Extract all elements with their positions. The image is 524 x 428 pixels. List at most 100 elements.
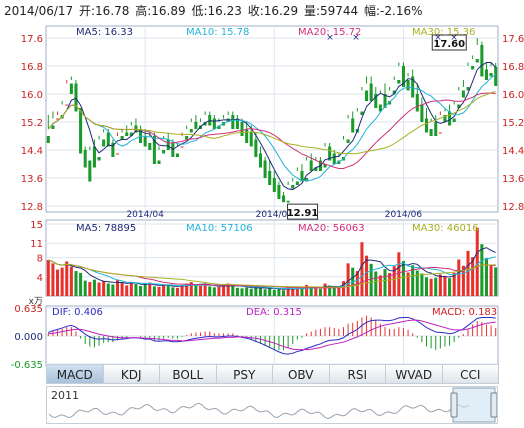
candle-body xyxy=(328,146,332,161)
volume-bar xyxy=(143,284,147,296)
low-value: 16.23 xyxy=(207,4,242,18)
volume-bar xyxy=(397,252,401,296)
volume-bar xyxy=(235,287,239,296)
tab-psy[interactable]: PSY xyxy=(215,364,273,384)
volume-bar xyxy=(461,265,465,296)
volume-bar xyxy=(374,271,378,296)
tab-wvad[interactable]: WVAD xyxy=(385,364,443,384)
volume-bar xyxy=(489,264,493,296)
volume-bar xyxy=(60,267,64,296)
min-price-label: 12.91 xyxy=(287,208,319,219)
price-y-tick-right: 13.6 xyxy=(502,174,524,185)
candle-body xyxy=(295,181,299,185)
volume-bar xyxy=(203,284,207,296)
candle-body xyxy=(152,136,156,164)
candle-body xyxy=(245,129,249,143)
candle-body xyxy=(157,160,161,164)
range-navigator[interactable]: 2011 xyxy=(46,386,498,424)
tab-kdj[interactable]: KDJ xyxy=(102,364,160,384)
navigator-window[interactable] xyxy=(452,387,496,423)
navigator-year: 2011 xyxy=(51,389,79,402)
volume-bar xyxy=(222,285,226,296)
volume-bar xyxy=(115,280,120,296)
tab-obv[interactable]: OBV xyxy=(272,364,330,384)
macd-legend-macd: MACD: 0.183 xyxy=(432,307,497,318)
volume-bar xyxy=(240,288,244,296)
max-price-label: 17.60 xyxy=(433,39,465,50)
candle-body xyxy=(258,153,262,168)
candle-body xyxy=(309,160,313,171)
macd-y-tick: 0.000 xyxy=(14,332,43,343)
candle-body xyxy=(143,136,147,147)
volume-bar xyxy=(212,287,216,296)
volume-bar xyxy=(125,285,129,296)
tab-cci[interactable]: CCI xyxy=(441,364,499,384)
volume-bar xyxy=(217,286,221,296)
volume-bar xyxy=(79,272,83,296)
candle-body xyxy=(383,94,387,108)
candle-body xyxy=(401,66,405,87)
volume-bar xyxy=(305,284,309,296)
candle-body xyxy=(457,104,461,108)
candle-body xyxy=(180,146,184,148)
volume-bar xyxy=(452,272,456,296)
volume-bar xyxy=(480,244,484,296)
event-marker-icon: × xyxy=(326,33,334,43)
candle-body xyxy=(65,104,69,106)
volume-bar xyxy=(148,282,152,296)
candle-body xyxy=(438,132,442,134)
candle-body xyxy=(268,171,272,185)
volume-bar xyxy=(97,282,101,296)
candle-body xyxy=(231,115,235,129)
volume-bar xyxy=(56,269,60,296)
volume-bar xyxy=(341,281,346,296)
candle-body xyxy=(189,129,193,133)
high-value: 16.89 xyxy=(151,4,186,18)
macd-dea-line xyxy=(48,319,496,351)
price-y-tick-left: 16.0 xyxy=(21,90,43,101)
volume-bar xyxy=(471,257,475,296)
navigator-right-handle[interactable] xyxy=(490,392,497,418)
candle-body xyxy=(332,153,336,164)
volume-bar xyxy=(106,283,110,296)
candle-body xyxy=(434,122,438,136)
volume-bar xyxy=(129,282,133,296)
candle-body xyxy=(277,185,281,199)
price-y-tick-left: 17.6 xyxy=(21,34,43,45)
tab-boll[interactable]: BOLL xyxy=(159,364,217,384)
quote-date: 2014/06/17 xyxy=(4,4,74,18)
candle-body xyxy=(102,139,106,147)
price-ma30-line xyxy=(47,91,496,155)
close-label: 收: xyxy=(247,4,264,18)
candle-body xyxy=(111,143,115,157)
candle-body xyxy=(175,153,179,157)
navigator-left-handle[interactable] xyxy=(450,392,458,418)
candle-body xyxy=(291,185,295,189)
candle-body xyxy=(443,115,447,122)
candle-body xyxy=(480,45,484,77)
volume-bar xyxy=(194,284,198,296)
price-ma5-line xyxy=(47,62,497,191)
volume-bar xyxy=(355,271,359,296)
close-value: 16.29 xyxy=(263,4,299,18)
candle-body xyxy=(69,83,73,94)
volume-bar xyxy=(300,288,304,296)
candle-body xyxy=(484,69,488,80)
price-x-tick: 2014/06 xyxy=(385,210,423,220)
volume-bar xyxy=(434,277,438,296)
volume-bar xyxy=(337,287,341,296)
candle-body xyxy=(125,132,129,136)
volume-bar xyxy=(291,289,295,296)
price-y-tick-right: 17.6 xyxy=(502,34,524,45)
tab-rsi[interactable]: RSI xyxy=(328,364,386,384)
price-panel-frame xyxy=(45,25,499,213)
candle-body xyxy=(249,132,253,147)
price-legend-ma5: MA5: 16.33 xyxy=(76,27,133,38)
tab-macd[interactable]: MACD xyxy=(46,364,104,384)
price-legend-ma30: MA30: 15.36 xyxy=(412,27,475,38)
volume-ma30-line xyxy=(48,259,496,288)
volume-bar xyxy=(415,270,419,296)
volume-bar xyxy=(277,288,281,296)
quote-header: 2014/06/17 开:16.78 高:16.89 低:16.23 收:16.… xyxy=(0,0,524,22)
